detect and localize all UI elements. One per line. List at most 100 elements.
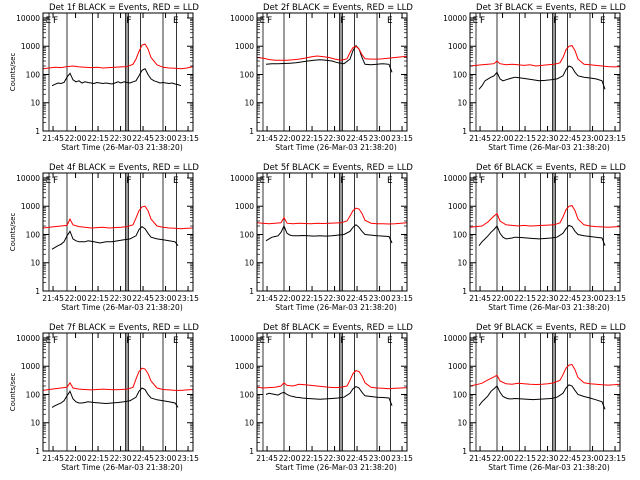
x-tick-label: 22:30: [537, 294, 559, 303]
interval-marker: E: [260, 336, 266, 346]
interval-marker: E: [473, 16, 479, 26]
interval-marker: F: [267, 176, 272, 186]
x-axis-label: Start Time (26-Mar-03 21:38:20): [61, 463, 183, 472]
x-tick-label: 22:45: [132, 294, 154, 303]
interval-marker: E: [46, 176, 52, 186]
series-events: [478, 384, 606, 410]
y-axis-label: Counts/sec: [9, 373, 17, 412]
x-tick-label: 22:00: [65, 454, 87, 463]
interval-marker: F: [341, 336, 346, 346]
y-tick-label: 10000: [16, 334, 40, 343]
x-axis-label: Start Time (26-Mar-03 21:38:20): [488, 463, 610, 472]
y-tick-label: 10: [457, 419, 467, 428]
x-tick-label: 21:45: [42, 454, 64, 463]
x-tick-label: 23:00: [582, 454, 604, 463]
plot-frame: [469, 332, 621, 452]
interval-marker: F: [480, 336, 485, 346]
panel-title: Det 1f BLACK = Events, RED = LLD: [49, 3, 199, 13]
x-tick-label: 23:15: [604, 134, 626, 143]
interval-marker: E: [46, 336, 52, 346]
y-tick-label: 100: [26, 230, 41, 239]
series-events: [51, 387, 179, 408]
x-axis-label: Start Time (26-Mar-03 21:38:20): [488, 143, 610, 152]
y-tick-label: 10: [244, 99, 254, 108]
x-tick-label: 22:30: [324, 454, 346, 463]
y-tick-label: 10: [30, 419, 40, 428]
series-lld: [256, 370, 408, 390]
interval-marker: E: [473, 336, 479, 346]
y-tick-label: 1: [249, 447, 254, 456]
x-axis-label: Start Time (26-Mar-03 21:38:20): [275, 463, 397, 472]
plot-frame: [256, 12, 408, 132]
interval-marker: F: [480, 176, 485, 186]
x-tick-label: 22:30: [110, 294, 132, 303]
x-tick-label: 21:45: [256, 454, 278, 463]
x-tick-label: 22:45: [346, 454, 368, 463]
x-tick-label: 23:00: [155, 454, 177, 463]
series-events: [478, 224, 606, 247]
series-events: [265, 224, 393, 244]
y-tick-label: 10: [244, 259, 254, 268]
x-tick-label: 22:30: [110, 134, 132, 143]
series-events: [478, 65, 606, 90]
interval-marker: F: [267, 336, 272, 346]
interval-marker: F: [127, 176, 132, 186]
x-tick-label: 22:00: [492, 454, 514, 463]
y-tick-label: 100: [453, 230, 468, 239]
x-tick-label: 22:45: [132, 134, 154, 143]
panel-title: Det 9f BLACK = Events, RED = LLD: [476, 323, 626, 333]
y-tick-label: 1000: [235, 362, 254, 371]
y-tick-label: 100: [26, 390, 41, 399]
x-tick-label: 23:15: [391, 134, 413, 143]
x-tick-label: 22:15: [514, 294, 536, 303]
series-events: [51, 225, 179, 250]
x-tick-label: 21:45: [42, 134, 64, 143]
x-tick-label: 21:45: [42, 294, 64, 303]
x-tick-label: 22:45: [346, 134, 368, 143]
x-tick-label: 23:15: [177, 134, 199, 143]
y-tick-label: 10000: [16, 174, 40, 183]
x-tick-label: 22:15: [301, 294, 323, 303]
x-tick-label: 22:15: [301, 134, 323, 143]
interval-marker: F: [127, 16, 132, 26]
y-axis-label: Counts/sec: [9, 53, 17, 92]
panel-title: Det 7f BLACK = Events, RED = LLD: [49, 323, 199, 333]
series-events: [265, 44, 393, 73]
x-tick-label: 22:30: [324, 294, 346, 303]
series-lld: [256, 45, 408, 61]
interval-marker: E: [46, 16, 52, 26]
interval-marker: F: [554, 176, 559, 186]
y-tick-label: 1000: [21, 202, 40, 211]
interval-marker: E: [473, 176, 479, 186]
x-tick-label: 23:15: [177, 454, 199, 463]
x-tick-label: 22:15: [514, 454, 536, 463]
x-tick-label: 23:00: [369, 454, 391, 463]
interval-marker: E: [387, 336, 393, 346]
panel-title: Det 6f BLACK = Events, RED = LLD: [476, 163, 626, 173]
interval-marker: E: [600, 16, 606, 26]
x-axis-label: Start Time (26-Mar-03 21:38:20): [275, 143, 397, 152]
x-tick-label: 21:45: [256, 134, 278, 143]
plot-frame: [256, 332, 408, 452]
interval-marker: E: [260, 16, 266, 26]
y-tick-label: 1000: [21, 362, 40, 371]
x-tick-label: 22:15: [87, 134, 109, 143]
y-tick-label: 10000: [443, 334, 467, 343]
x-tick-label: 23:00: [369, 134, 391, 143]
interval-marker: E: [173, 176, 179, 186]
y-tick-label: 1: [462, 447, 467, 456]
x-tick-label: 23:00: [155, 294, 177, 303]
x-tick-label: 22:30: [537, 454, 559, 463]
series-lld: [42, 367, 194, 391]
y-tick-label: 1000: [21, 42, 40, 51]
y-tick-label: 10000: [16, 14, 40, 23]
x-tick-label: 22:30: [537, 134, 559, 143]
x-tick-label: 22:00: [65, 134, 87, 143]
interval-marker: F: [267, 16, 272, 26]
